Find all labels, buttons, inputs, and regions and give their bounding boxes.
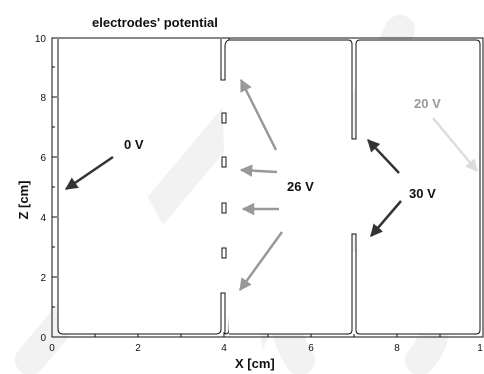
electrode-segment <box>221 202 227 214</box>
figure-title: electrodes' potential <box>92 15 218 30</box>
x-tick-label: 4 <box>221 343 227 354</box>
x-tick-label: 2 <box>135 343 141 354</box>
label-30v: 30 V <box>409 186 436 201</box>
arrow-20v <box>432 117 478 172</box>
y-ticks <box>52 37 57 338</box>
y-tick-label: 0 <box>40 333 46 344</box>
electrode-segment <box>221 247 227 259</box>
arrow-30v-top <box>367 139 400 174</box>
y-axis-label: Z [cm] <box>16 181 31 220</box>
label-20v: 20 V <box>414 96 441 111</box>
arrow-26v-bottom <box>238 231 284 292</box>
arrow-0v <box>64 155 114 191</box>
x-tick-label: 0 <box>49 343 55 354</box>
arrow-26v-top <box>239 78 278 151</box>
y-tick-label: 10 <box>35 34 47 45</box>
electrode-segment <box>221 156 227 168</box>
x-tick-label: 8 <box>394 343 400 354</box>
arrow-30v-bottom <box>370 200 402 237</box>
y-tick-labels: 0 2 4 6 8 10 <box>35 34 47 344</box>
y-tick-label: 2 <box>40 273 46 284</box>
x-tick-label: 1 <box>477 343 483 354</box>
x-tick-labels: 0 2 4 6 8 1 <box>49 343 483 354</box>
y-tick-label: 8 <box>40 93 46 104</box>
label-26v: 26 V <box>287 179 314 194</box>
y-tick-label: 6 <box>40 153 46 164</box>
arrows <box>64 78 478 292</box>
electrode-middle <box>220 39 481 335</box>
electrodes <box>57 38 481 335</box>
electrode-segment <box>221 112 227 124</box>
y-tick-label: 4 <box>40 213 46 224</box>
label-0v: 0 V <box>124 137 144 152</box>
electrode-left <box>57 38 230 335</box>
arrow-26v-mid <box>239 164 278 177</box>
x-tick-label: 6 <box>308 343 314 354</box>
x-axis-label: X [cm] <box>235 356 275 371</box>
